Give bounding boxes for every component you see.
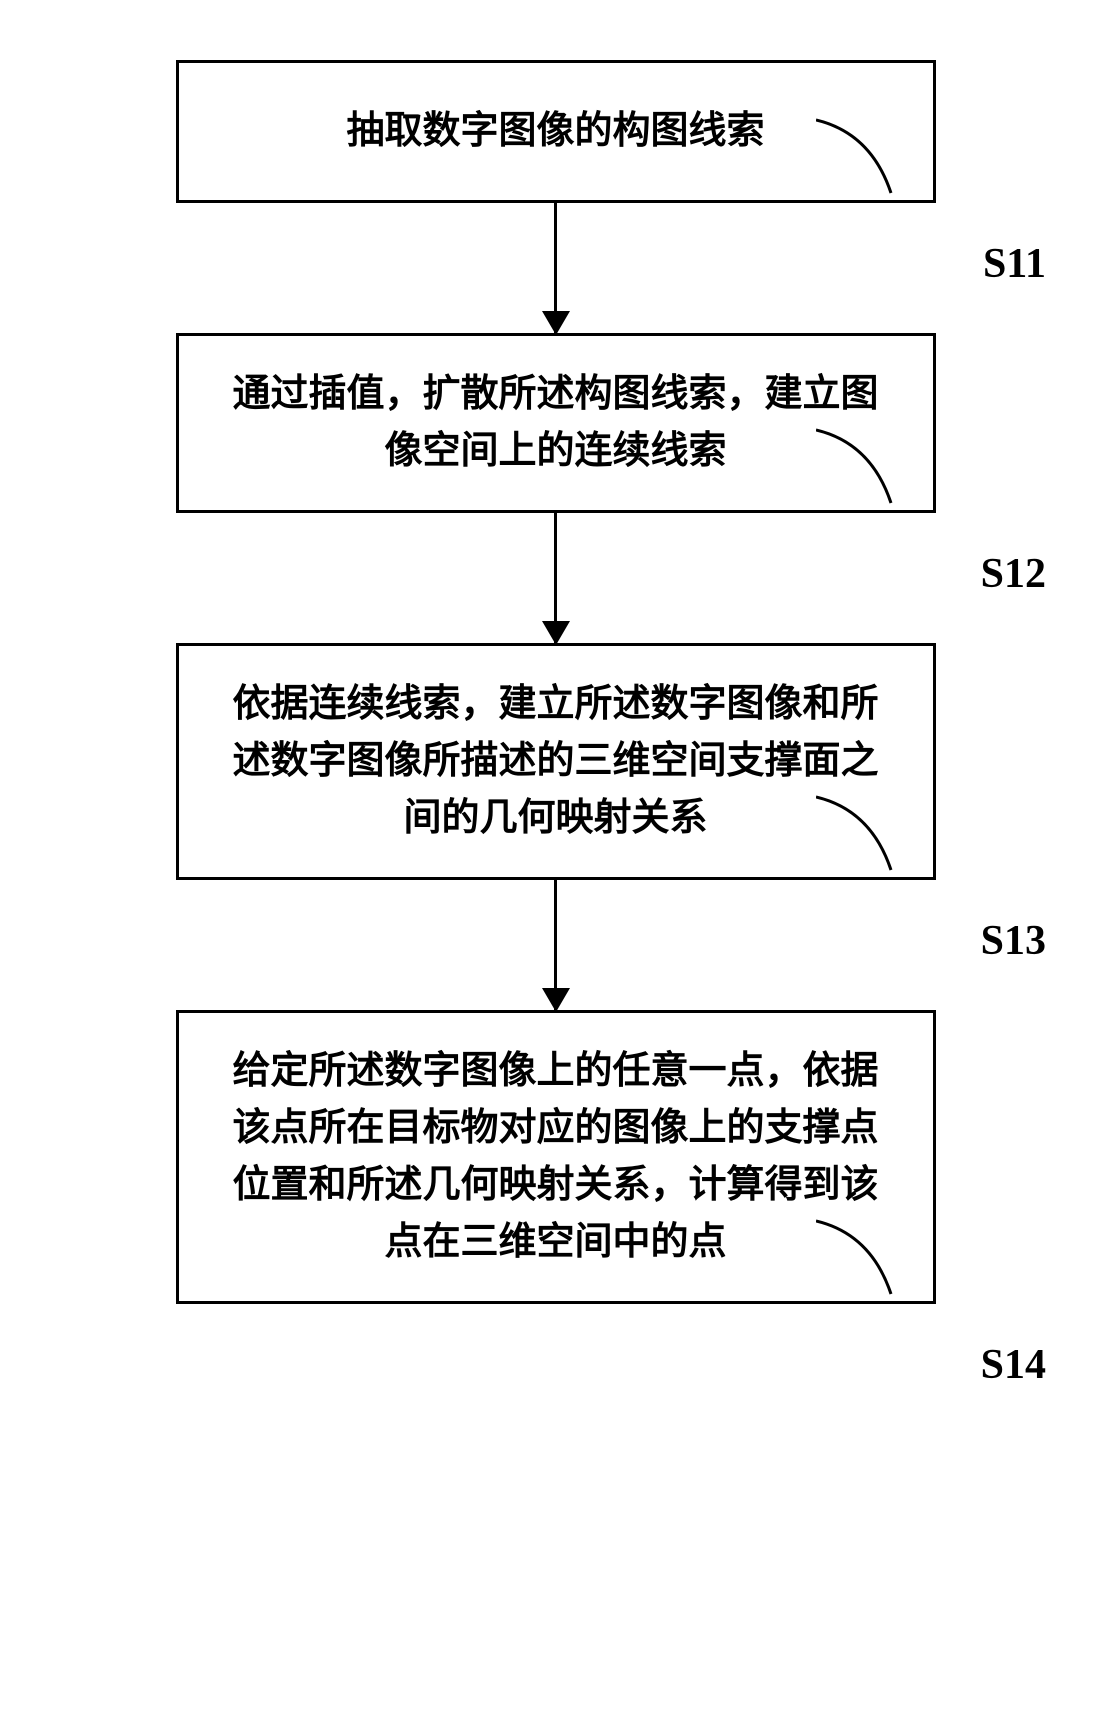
step-label-1: S11	[983, 240, 1046, 288]
arrow-3	[554, 880, 557, 1010]
step-text: 给定所述数字图像上的任意一点，依据该点所在目标物对应的图像上的支撑点位置和所述几…	[232, 1050, 878, 1263]
step-wrapper-1: 抽取数字图像的构图线索 S11	[80, 60, 1031, 203]
arrow-1	[554, 203, 557, 333]
step-wrapper-4: 给定所述数字图像上的任意一点，依据该点所在目标物对应的图像上的支撑点位置和所述几…	[80, 1010, 1031, 1304]
label-connector-2	[816, 428, 936, 518]
label-connector-3	[816, 795, 936, 885]
label-connector-4	[816, 1219, 936, 1309]
step-text: 依据连续线索，建立所述数字图像和所述数字图像所描述的三维空间支撑面之间的几何映射…	[232, 683, 878, 839]
step-label-4: S14	[981, 1341, 1046, 1389]
step-label-2: S12	[981, 550, 1046, 598]
label-connector-1	[816, 118, 936, 208]
step-text: 通过插值，扩散所述构图线索，建立图像空间上的连续线索	[232, 373, 878, 472]
step-wrapper-3: 依据连续线索，建立所述数字图像和所述数字图像所描述的三维空间支撑面之间的几何映射…	[80, 643, 1031, 880]
step-text: 抽取数字图像的构图线索	[346, 110, 764, 152]
step-wrapper-2: 通过插值，扩散所述构图线索，建立图像空间上的连续线索 S12	[80, 333, 1031, 513]
step-label-3: S13	[981, 917, 1046, 965]
flowchart-container: 抽取数字图像的构图线索 S11 通过插值，扩散所述构图线索，建立图像空间上的连续…	[80, 60, 1031, 1304]
arrow-2	[554, 513, 557, 643]
